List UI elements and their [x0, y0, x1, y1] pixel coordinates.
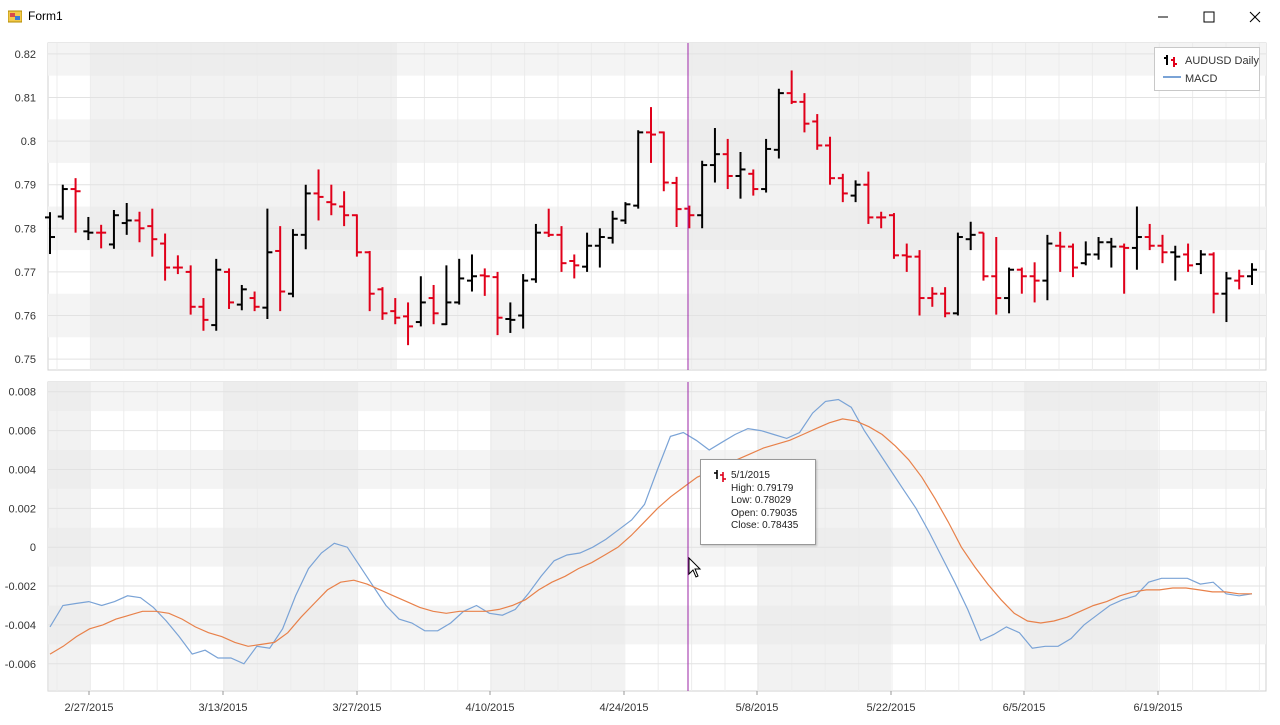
- maximize-icon: [1203, 11, 1215, 23]
- tooltip-open: Open: 0.79035: [731, 507, 798, 519]
- legend-label-macd: MACD: [1185, 73, 1218, 85]
- macd-y-tick-label: 0.002: [8, 503, 36, 515]
- x-tick-label: 3/27/2015: [333, 702, 382, 714]
- minimize-icon: [1158, 16, 1168, 18]
- stock-chart[interactable]: 0.82 0.81 0.8 0.79 0.78 0.77 0.76 0.75 0.008 0.00…: [0, 33, 1280, 720]
- price-y-tick-label: 0.78: [15, 223, 36, 235]
- tooltip-low: Low: 0.78029: [731, 495, 792, 507]
- x-tick-label: 5/8/2015: [736, 702, 779, 714]
- x-tick-label: 6/5/2015: [1003, 702, 1046, 714]
- macd-y-tick-label: -0.004: [5, 620, 36, 632]
- macd-week-band: [490, 382, 624, 691]
- price-y-tick-label: 0.8: [21, 136, 36, 148]
- x-tick-label: 2/27/2015: [65, 702, 114, 714]
- scrollbar[interactable]: [1272, 33, 1280, 720]
- price-y-tick-label: 0.81: [15, 93, 36, 105]
- macd-week-band: [1024, 382, 1158, 691]
- maximize-button[interactable]: [1186, 0, 1232, 33]
- ohlc-legend-icon: [1164, 55, 1177, 67]
- minimize-button[interactable]: [1140, 0, 1186, 33]
- macd-week-band: [223, 382, 357, 691]
- macd-line: [49, 398, 1253, 665]
- tooltip-date: 5/1/2015: [731, 470, 770, 481]
- price-y-tick-label: 0.75: [15, 354, 36, 366]
- price-week-band: [689, 43, 971, 370]
- macd-week-band: [48, 382, 90, 691]
- x-tick-label: 4/10/2015: [466, 702, 515, 714]
- chart-legend: AUDUSD Daily MACD: [1154, 47, 1260, 91]
- macd-y-tick-label: -0.002: [5, 581, 36, 593]
- macd-y-tick-label: 0.008: [8, 387, 36, 399]
- title-bar: Form1: [0, 0, 1280, 33]
- price-y-tick-label: 0.76: [15, 311, 36, 323]
- macd-y-tick-label: -0.006: [5, 659, 36, 671]
- close-icon: [1249, 11, 1261, 23]
- price-week-band: [90, 43, 397, 370]
- tooltip-close: Close: 0.78435: [731, 520, 799, 532]
- price-y-tick-label: 0.77: [15, 267, 36, 279]
- tooltip: 5/1/2015 High: 0.79179 Low: 0.78029 Open…: [700, 459, 816, 545]
- price-y-tick-label: 0.79: [15, 180, 36, 192]
- window-title: Form1: [28, 9, 63, 23]
- x-tick-label: 4/24/2015: [600, 702, 649, 714]
- macd-legend-icon: [1163, 76, 1181, 78]
- mouse-cursor-icon: [688, 557, 702, 578]
- ohlc-icon: [714, 470, 726, 482]
- tooltip-high: High: 0.79179: [731, 482, 794, 494]
- macd-y-tick-label: 0.006: [8, 426, 36, 438]
- macd-y-tick-label: 0: [30, 542, 36, 554]
- price-y-tick-label: 0.82: [15, 49, 36, 61]
- app-icon: [8, 10, 22, 23]
- signal-line: [49, 418, 1252, 655]
- x-tick-label: 6/19/2015: [1134, 702, 1183, 714]
- close-button[interactable]: [1232, 0, 1278, 33]
- x-tick-label: 3/13/2015: [199, 702, 248, 714]
- macd-y-tick-label: 0.004: [8, 464, 36, 476]
- chart-area[interactable]: 0.82 0.81 0.8 0.79 0.78 0.77 0.76 0.75 0.008 0.00…: [0, 33, 1280, 720]
- x-tick-label: 5/22/2015: [867, 702, 916, 714]
- legend-label-audusd: AUDUSD Daily: [1185, 55, 1259, 67]
